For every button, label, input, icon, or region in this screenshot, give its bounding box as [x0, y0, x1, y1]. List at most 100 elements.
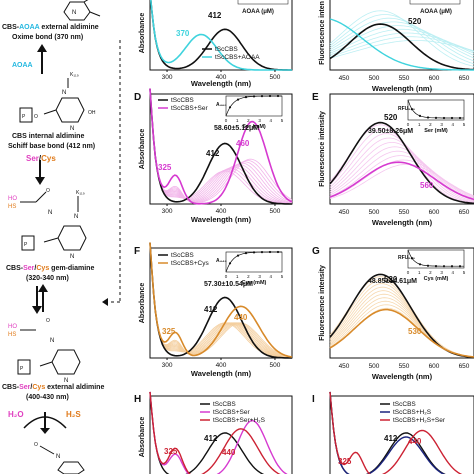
series-tsccbs [149, 0, 292, 71]
x-tick-label: 400 [216, 208, 227, 215]
inset-point [260, 251, 264, 254]
arrow-up-icon [37, 44, 47, 74]
inset-frame [407, 99, 465, 121]
svg-text:N: N [62, 90, 66, 96]
svg-text:N: N [72, 10, 76, 16]
legend-label: tScCBS+Cys [171, 260, 209, 267]
arrow-down-icon [35, 160, 45, 185]
x-tick-label: 650 [459, 363, 470, 370]
x-tick-label: 500 [270, 208, 281, 215]
series-tsccbs [149, 88, 292, 205]
series-cys [149, 242, 293, 358]
internal-aldimine-structure: K₁₁₉ N N O P OH [19, 72, 96, 132]
x-tick-label: 300 [162, 208, 173, 215]
svg-text:O: O [46, 318, 50, 324]
svg-text:HS: HS [8, 332, 16, 338]
plot-frame-g [329, 247, 474, 359]
peak-label: 530 [408, 327, 422, 336]
peak-label: 560 [420, 181, 434, 190]
series-h2s-ser [329, 391, 463, 474]
inset-point [410, 257, 414, 260]
plot-frame-i [329, 395, 474, 474]
inset-point [418, 114, 422, 117]
product-h2s: H₂S [66, 410, 81, 419]
inset-tick-label: 1 [418, 122, 421, 127]
series-tsccbs [329, 121, 474, 205]
gem-diamine-structure: HO HS O N K₁₁₉ N N P [8, 188, 87, 260]
inset-point [458, 265, 462, 268]
series-ser-titration [149, 88, 293, 205]
inset-xlabel: Cys (mM) [424, 276, 449, 282]
inset-ylabel: A₄₄₀ [216, 258, 227, 264]
inset-value: 48.85±14.61μM [368, 278, 417, 285]
svg-text:P: P [20, 366, 24, 372]
legend-label: tScCBS+H₂S+Ser [393, 417, 446, 424]
peak-label: 412 [384, 434, 398, 443]
series-cys-titration [149, 242, 292, 359]
series-aoaa-titration [329, 14, 474, 65]
inset-point [442, 265, 446, 268]
legend-label: tScCBS [393, 401, 416, 408]
reagent-label: Ser/Cys [26, 154, 56, 163]
series-ser-titration [329, 159, 474, 198]
y-axis-label: Absorbance [139, 13, 146, 54]
series-ser-titration [149, 88, 293, 204]
oxime-label: CBS-AOAA external aldimine [2, 24, 99, 31]
inset-frame [225, 251, 283, 273]
peak-label: 325 [338, 457, 352, 466]
internal-label: CBS internal aldimine [12, 133, 85, 140]
equilibrium-arrow-icon [32, 284, 48, 314]
x-tick-label: 400 [216, 362, 227, 369]
svg-text:N: N [50, 338, 54, 344]
series-cys-titration [329, 297, 474, 358]
x-tick-label: 450 [339, 363, 350, 370]
x-tick-label: 550 [399, 363, 410, 370]
inset-point [260, 95, 264, 98]
x-tick-label: 450 [339, 75, 350, 82]
inset-frame [409, 0, 461, 5]
inset-point [434, 264, 438, 268]
svg-text:K₁₁₉: K₁₁₉ [76, 190, 85, 196]
dashed-connector [102, 40, 121, 306]
peak-label: 520 [384, 275, 398, 284]
legend-label: tScCBS [213, 401, 236, 408]
inset-point [276, 94, 280, 98]
inset-point [252, 251, 256, 254]
inset-ylabel: RFU₅₂₀ [398, 255, 415, 261]
inset-point [426, 116, 430, 119]
series-cys [329, 308, 474, 358]
inset-tick-label: 2 [247, 118, 250, 123]
svg-text:O: O [34, 114, 38, 120]
svg-text:N: N [48, 210, 52, 216]
oxime-sub: Oxime bond (370 nm) [12, 34, 84, 41]
series-cys-titration [329, 290, 474, 358]
inset-value: 58.60±5.12μM [214, 125, 259, 132]
y-axis-label: Fluorescence intensity [319, 265, 326, 341]
svg-text:N: N [70, 254, 74, 260]
inset-point [418, 263, 422, 266]
panel-letter: E [312, 92, 319, 103]
x-tick-label: 550 [399, 209, 410, 216]
svg-text:N: N [64, 378, 68, 384]
peak-label: 460 [236, 139, 250, 148]
inset-tick-label: 5 [463, 270, 466, 275]
series-ser-titration [329, 137, 474, 202]
svg-text:O: O [46, 188, 50, 194]
x-tick-label: 300 [162, 362, 173, 369]
inset-tick-label: 5 [463, 122, 466, 127]
inset-tick-label: 1 [418, 270, 421, 275]
series-tsccbs [329, 23, 474, 71]
inset-point [426, 264, 430, 267]
inset-tick-label: 3 [258, 118, 261, 123]
panel-letter: D [134, 92, 141, 103]
inset-point [268, 250, 272, 254]
inset-point [252, 95, 256, 98]
inset-tick-label: 2 [247, 274, 250, 279]
reagent-aoaa: AOAA [12, 62, 33, 69]
inset-point [244, 252, 248, 255]
external-label: CBS-Ser/Cys external aldimine [2, 384, 105, 391]
inset-frame [225, 95, 283, 117]
x-axis-label: Wavelength (nm) [372, 84, 433, 93]
peak-label: 325 [164, 447, 178, 456]
series-ser [329, 161, 474, 201]
